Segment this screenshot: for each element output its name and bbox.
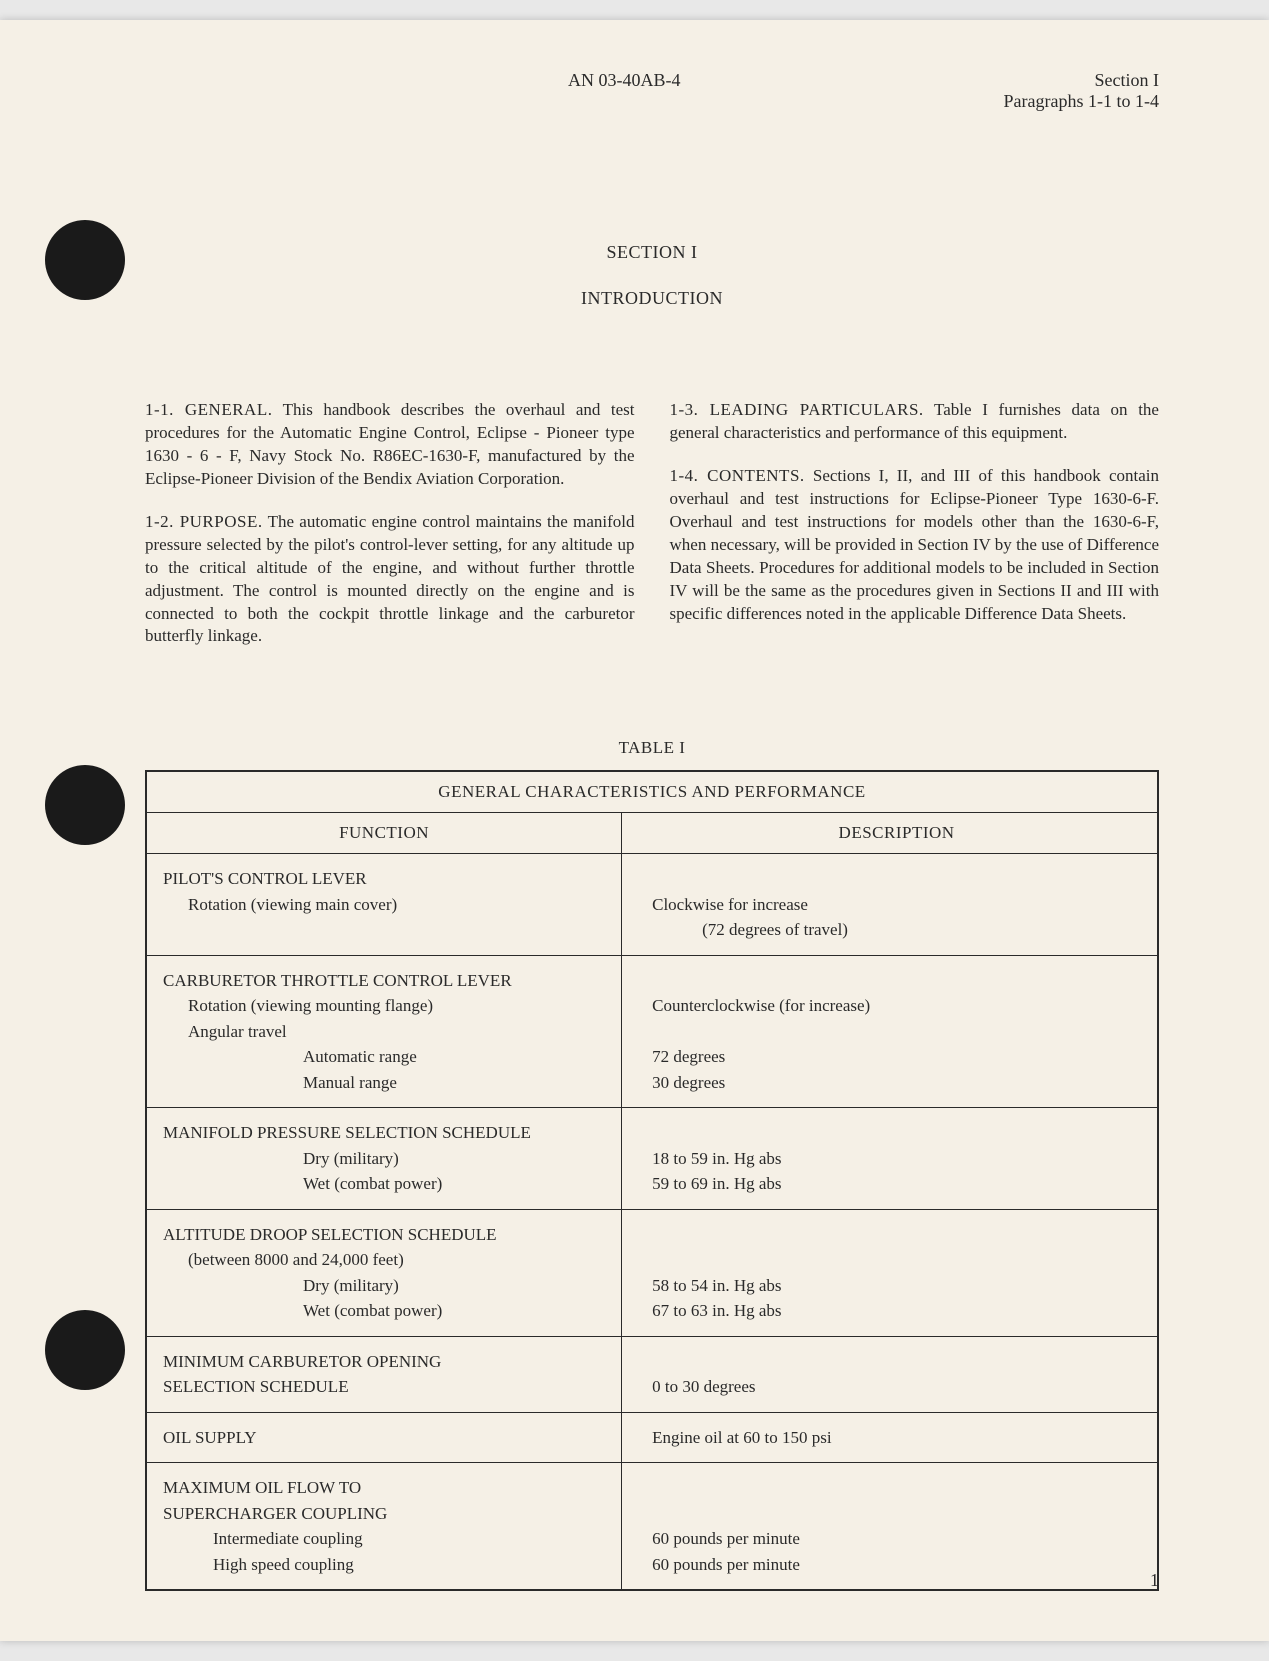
text-columns: 1-1. GENERAL. This handbook describes th… [145, 399, 1159, 668]
table-main-header: GENERAL CHARACTERISTICS AND PERFORMANCE [146, 771, 1158, 813]
binder-hole [45, 765, 125, 845]
intro-title: INTRODUCTION [145, 288, 1159, 309]
func-title: CARBURETOR THROTTLE CONTROL LEVER [163, 971, 512, 990]
header-section-info: Section I Paragraphs 1-1 to 1-4 [1004, 70, 1159, 112]
table-row: MINIMUM CARBURETOR OPENING SELECTION SCH… [146, 1336, 1158, 1412]
document-page: AN 03-40AB-4 Section I Paragraphs 1-1 to… [0, 20, 1269, 1641]
description-cell: 58 to 54 in. Hg abs 67 to 63 in. Hg abs [622, 1209, 1158, 1336]
para-label: 1-3. LEADING PARTICULARS. [670, 400, 924, 419]
func-sub: Wet (combat power) [163, 1298, 605, 1324]
desc-text: 72 degrees [652, 1047, 725, 1066]
table-row: ALTITUDE DROOP SELECTION SCHEDULE (betwe… [146, 1209, 1158, 1336]
description-cell: Clockwise for increase (72 degrees of tr… [622, 854, 1158, 956]
description-cell: Counterclockwise (for increase) 72 degre… [622, 955, 1158, 1108]
func-sub: Rotation (viewing main cover) [163, 892, 605, 918]
func-title: MINIMUM CARBURETOR OPENING [163, 1352, 441, 1371]
col-header-function: FUNCTION [146, 813, 622, 854]
desc-text: Counterclockwise (for increase) [652, 996, 870, 1015]
function-cell: OIL SUPPLY [146, 1412, 622, 1463]
page-number: 1 [1150, 1570, 1159, 1591]
desc-text: 60 pounds per minute [652, 1555, 800, 1574]
paragraph-1-4: 1-4. CONTENTS. Sections I, II, and III o… [670, 465, 1160, 626]
section-title: SECTION I [145, 242, 1159, 263]
page-header: AN 03-40AB-4 Section I Paragraphs 1-1 to… [145, 70, 1159, 112]
desc-text: 30 degrees [652, 1073, 725, 1092]
para-label: 1-1. GENERAL. [145, 400, 272, 419]
binder-hole [45, 220, 125, 300]
func-sub: High speed coupling [163, 1552, 605, 1578]
table-col-header-row: FUNCTION DESCRIPTION [146, 813, 1158, 854]
description-cell: 60 pounds per minute 60 pounds per minut… [622, 1463, 1158, 1591]
function-cell: PILOT'S CONTROL LEVER Rotation (viewing … [146, 854, 622, 956]
func-title: MANIFOLD PRESSURE SELECTION SCHEDULE [163, 1123, 531, 1142]
table-row: MANIFOLD PRESSURE SELECTION SCHEDULE Dry… [146, 1108, 1158, 1210]
table-title: TABLE I [145, 738, 1159, 758]
table-row: MAXIMUM OIL FLOW TO SUPERCHARGER COUPLIN… [146, 1463, 1158, 1591]
func-sub: Angular travel [163, 1019, 605, 1045]
right-column: 1-3. LEADING PARTICULARS. Table I furnis… [670, 399, 1160, 668]
desc-text: Clockwise for increase [652, 895, 808, 914]
desc-text: 60 pounds per minute [652, 1529, 800, 1548]
desc-text: 0 to 30 degrees [652, 1377, 755, 1396]
header-section: Section I [1004, 70, 1159, 91]
func-title: PILOT'S CONTROL LEVER [163, 869, 367, 888]
para-label: 1-2. PURPOSE. [145, 512, 263, 531]
func-sub: (between 8000 and 24,000 feet) [163, 1247, 605, 1273]
function-cell: ALTITUDE DROOP SELECTION SCHEDULE (betwe… [146, 1209, 622, 1336]
func-title: ALTITUDE DROOP SELECTION SCHEDULE [163, 1225, 497, 1244]
func-sub: Wet (combat power) [163, 1171, 605, 1197]
paragraph-1-2: 1-2. PURPOSE. The automatic engine contr… [145, 511, 635, 649]
desc-text: Engine oil at 60 to 150 psi [652, 1428, 831, 1447]
func-title: MAXIMUM OIL FLOW TO [163, 1478, 361, 1497]
header-paragraphs: Paragraphs 1-1 to 1-4 [1004, 91, 1159, 112]
func-title: OIL SUPPLY [163, 1428, 257, 1447]
function-cell: MANIFOLD PRESSURE SELECTION SCHEDULE Dry… [146, 1108, 622, 1210]
function-cell: CARBURETOR THROTTLE CONTROL LEVER Rotati… [146, 955, 622, 1108]
paragraph-1-1: 1-1. GENERAL. This handbook describes th… [145, 399, 635, 491]
func-sub: Manual range [163, 1070, 605, 1096]
binder-hole [45, 1310, 125, 1390]
func-title: SELECTION SCHEDULE [163, 1377, 349, 1396]
func-sub: Dry (military) [163, 1146, 605, 1172]
func-title: SUPERCHARGER COUPLING [163, 1504, 387, 1523]
description-cell: Engine oil at 60 to 150 psi [622, 1412, 1158, 1463]
desc-text: 67 to 63 in. Hg abs [652, 1301, 781, 1320]
table-row: OIL SUPPLY Engine oil at 60 to 150 psi [146, 1412, 1158, 1463]
col-header-description: DESCRIPTION [622, 813, 1158, 854]
para-label: 1-4. CONTENTS. [670, 466, 805, 485]
func-sub: Intermediate coupling [163, 1526, 605, 1552]
table-header-row: GENERAL CHARACTERISTICS AND PERFORMANCE [146, 771, 1158, 813]
para-text: Sections I, II, and III of this handbook… [670, 466, 1160, 623]
table-row: CARBURETOR THROTTLE CONTROL LEVER Rotati… [146, 955, 1158, 1108]
table-row: PILOT'S CONTROL LEVER Rotation (viewing … [146, 854, 1158, 956]
para-text: The automatic engine control maintains t… [145, 512, 635, 646]
header-doc-number: AN 03-40AB-4 [145, 70, 1004, 112]
desc-text: 58 to 54 in. Hg abs [652, 1276, 781, 1295]
characteristics-table: GENERAL CHARACTERISTICS AND PERFORMANCE … [145, 770, 1159, 1591]
func-sub: Rotation (viewing mounting flange) [163, 993, 605, 1019]
desc-text: (72 degrees of travel) [652, 920, 848, 939]
desc-text: 59 to 69 in. Hg abs [652, 1174, 781, 1193]
description-cell: 0 to 30 degrees [622, 1336, 1158, 1412]
func-sub: Automatic range [163, 1044, 605, 1070]
description-cell: 18 to 59 in. Hg abs 59 to 69 in. Hg abs [622, 1108, 1158, 1210]
desc-text: 18 to 59 in. Hg abs [652, 1149, 781, 1168]
func-sub: Dry (military) [163, 1273, 605, 1299]
function-cell: MINIMUM CARBURETOR OPENING SELECTION SCH… [146, 1336, 622, 1412]
function-cell: MAXIMUM OIL FLOW TO SUPERCHARGER COUPLIN… [146, 1463, 622, 1591]
paragraph-1-3: 1-3. LEADING PARTICULARS. Table I furnis… [670, 399, 1160, 445]
left-column: 1-1. GENERAL. This handbook describes th… [145, 399, 635, 668]
